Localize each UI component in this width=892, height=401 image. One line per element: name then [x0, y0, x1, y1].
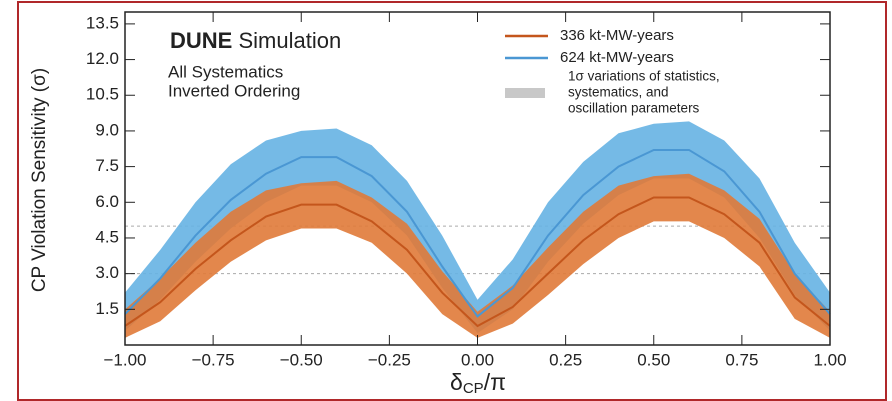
chart-title: DUNE Simulation	[170, 28, 341, 53]
y-tick-label: 6.0	[95, 192, 119, 211]
title: Simulation	[238, 28, 341, 53]
legend-label: 624 kt-MW-years	[560, 49, 674, 66]
x-tick-label: −0.50	[280, 350, 323, 369]
central-line	[124, 196, 831, 328]
x-tick-label: 0.00	[461, 350, 494, 369]
x-tick-label: 0.75	[725, 350, 758, 369]
y-tick-label: 9.0	[95, 120, 119, 139]
x-tick-label: −0.25	[368, 350, 411, 369]
y-tick-label: 4.5	[95, 227, 119, 246]
annotation: All Systematics	[168, 62, 283, 81]
x-label-suffix: /π	[484, 369, 506, 395]
y-tick-label: 10.5	[86, 85, 119, 104]
legend-label: 1σ variations of statistics,	[568, 69, 720, 84]
annotation: Inverted Ordering	[168, 81, 300, 100]
x-label-subscript: CP	[463, 380, 484, 397]
legend-label: 336 kt-MW-years	[560, 27, 674, 44]
central-line	[124, 148, 831, 318]
x-tick-label: −1.00	[103, 350, 146, 369]
y-tick-label: 7.5	[95, 156, 119, 175]
uncertainty-band	[125, 121, 830, 334]
x-label-symbol: δ	[450, 369, 463, 395]
uncertainty-band	[125, 173, 830, 338]
x-tick-label: −0.75	[192, 350, 235, 369]
y-tick-label: 13.5	[86, 13, 119, 32]
y-axis-label: CP Violation Sensitivity (σ)	[29, 68, 50, 292]
x-axis-label: δCP/π	[450, 369, 506, 397]
y-tick-label: 1.5	[95, 299, 119, 318]
legend-label: oscillation parameters	[568, 101, 700, 116]
legend-label: systematics, and	[568, 85, 669, 100]
plot-area	[124, 121, 831, 338]
y-tick-label: 12.0	[86, 49, 119, 68]
legend-swatch	[505, 88, 545, 98]
y-tick-label: 3.0	[95, 263, 119, 282]
x-tick-label: 1.00	[813, 350, 846, 369]
x-tick-label: 0.25	[549, 350, 582, 369]
experiment: DUNE	[170, 28, 232, 53]
x-tick-label: 0.50	[637, 350, 670, 369]
